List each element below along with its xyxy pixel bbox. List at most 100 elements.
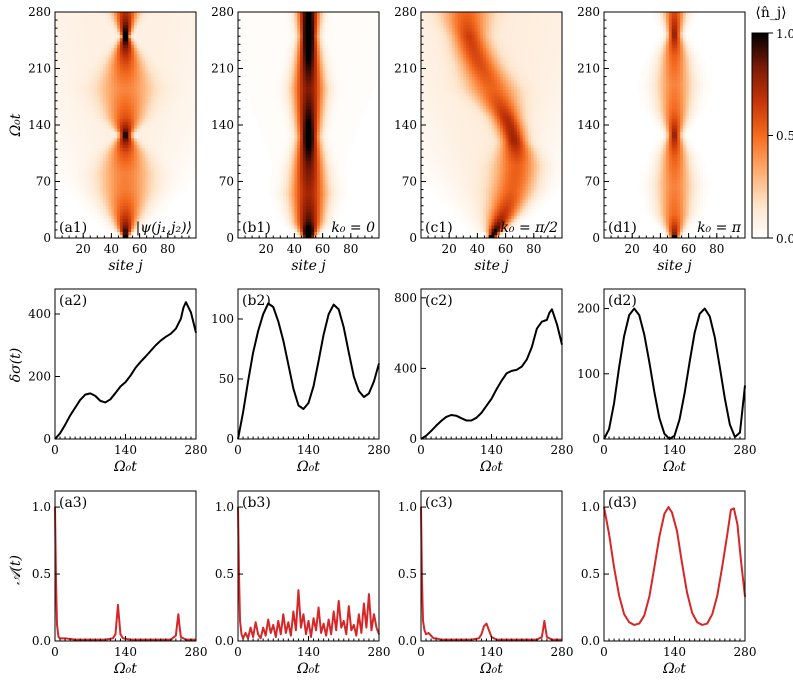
heatmap-cell	[314, 189, 318, 194]
heatmap-cell	[63, 118, 67, 123]
heatmap-cell	[376, 73, 379, 77]
heatmap-cell	[63, 63, 67, 68]
heatmap-cell	[102, 166, 107, 171]
heatmap-cell	[74, 41, 78, 45]
heatmap-cell	[148, 112, 152, 116]
heatmap-cell	[142, 66, 146, 71]
heatmap-cell	[179, 21, 183, 26]
heatmap-cell	[119, 125, 124, 129]
heatmap-cell	[164, 125, 169, 129]
heatmap-cell	[291, 166, 295, 171]
heatmap-cell	[86, 141, 90, 145]
heatmap-cell	[249, 60, 253, 65]
heatmap-cell	[325, 137, 329, 142]
heatmap-cell	[148, 125, 152, 129]
heatmap-cell	[170, 12, 174, 16]
heatmap-cell	[77, 50, 81, 55]
heatmap-cell	[167, 150, 172, 155]
heatmap-cell	[125, 18, 129, 23]
heatmap-cell	[302, 183, 307, 187]
heatmap-cell	[333, 95, 338, 100]
heatmap-cell	[316, 108, 321, 113]
heatmap-cell	[133, 24, 138, 29]
heatmap-cell	[83, 202, 87, 207]
heatmap-cell	[69, 141, 73, 145]
heatmap-cell	[179, 154, 183, 158]
heatmap-cell	[187, 24, 191, 29]
heatmap-cell	[150, 34, 155, 39]
heatmap-cell	[88, 163, 93, 168]
heatmap-cell	[131, 215, 135, 220]
heatmap-cell	[164, 92, 169, 97]
heatmap-cell	[243, 66, 247, 71]
heatmap-cell	[277, 141, 281, 145]
heatmap-cell	[133, 176, 138, 181]
heatmap-cell	[179, 118, 183, 123]
heatmap-cell	[131, 202, 135, 207]
heatmap-cell	[164, 128, 169, 132]
heatmap-cell	[139, 221, 143, 226]
heatmap-cell	[142, 137, 146, 142]
heatmap-cell	[74, 115, 78, 119]
heatmap-cell	[271, 144, 276, 148]
heatmap-cell	[179, 18, 183, 23]
heatmap-cell	[297, 144, 301, 148]
heatmap-cell	[77, 63, 81, 68]
heatmap-cell	[74, 18, 78, 23]
heatmap-cell	[55, 137, 59, 142]
heatmap-cell	[252, 92, 256, 97]
heatmap-cell	[311, 134, 315, 139]
heatmap-cell	[319, 144, 323, 148]
heatmap-cell	[181, 73, 186, 77]
heatmap-cell	[131, 15, 135, 19]
heatmap-cell	[291, 179, 295, 184]
heatmap-cell	[122, 79, 126, 84]
heatmap-cell	[128, 66, 132, 71]
heatmap-cell	[131, 134, 135, 139]
heatmap-cell	[136, 170, 140, 174]
heatmap-cell	[69, 31, 73, 35]
heatmap-cell	[77, 83, 81, 87]
heatmap-cell	[356, 118, 360, 123]
heatmap-cell	[240, 57, 245, 61]
heatmap-cell	[80, 53, 84, 58]
heatmap-cell	[164, 163, 169, 168]
heatmap-cell	[294, 221, 298, 226]
heatmap-cell	[125, 166, 129, 171]
heatmap-cell	[77, 31, 81, 35]
heatmap-cell	[274, 99, 278, 103]
heatmap-cell	[181, 108, 186, 113]
heatmap-cell	[308, 228, 312, 232]
heatmap-cell	[128, 125, 132, 129]
heatmap-cell	[173, 44, 177, 48]
heatmap-cell	[69, 163, 73, 168]
heatmap-cell	[170, 44, 174, 48]
heatmap-cell	[55, 134, 59, 139]
heatmap-cell	[105, 147, 109, 152]
heatmap-cell	[97, 121, 101, 126]
heatmap-cell	[319, 208, 323, 213]
heatmap-cell	[105, 28, 109, 32]
heatmap-cell	[150, 163, 155, 168]
heatmap-cell	[311, 179, 315, 184]
heatmap-cell	[342, 115, 346, 119]
heatmap-cell	[60, 173, 64, 178]
heatmap-cell	[291, 141, 295, 145]
heatmap-cell	[114, 63, 118, 68]
heatmap-cell	[288, 108, 292, 113]
heatmap-cell	[190, 21, 194, 26]
heatmap-cell	[339, 173, 343, 178]
heatmap-cell	[173, 115, 177, 119]
heatmap-cell	[55, 144, 59, 148]
heatmap-cell	[263, 83, 267, 87]
heatmap-cell	[125, 225, 129, 229]
heatmap-cell	[274, 179, 278, 184]
heatmap-cell	[260, 89, 264, 94]
heatmap-cell	[139, 189, 143, 194]
heatmap-cell	[277, 160, 281, 165]
heatmap-cell	[159, 99, 163, 103]
heatmap-cell	[97, 134, 101, 139]
heatmap-cell	[145, 115, 149, 119]
heatmap-cell	[356, 92, 360, 97]
heatmap-cell	[353, 66, 357, 71]
